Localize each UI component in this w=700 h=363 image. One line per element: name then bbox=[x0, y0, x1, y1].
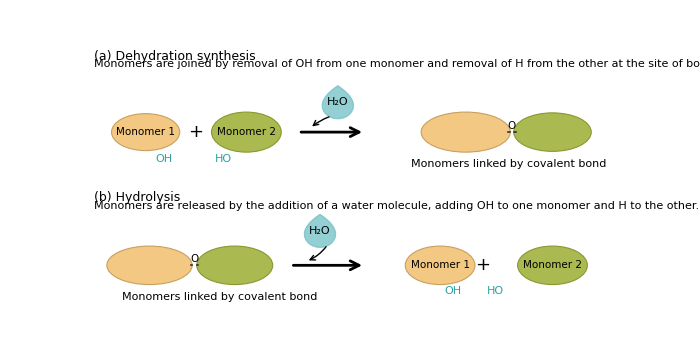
FancyArrowPatch shape bbox=[314, 117, 329, 126]
Text: O: O bbox=[190, 254, 199, 264]
Text: Monomers linked by covalent bond: Monomers linked by covalent bond bbox=[122, 291, 318, 302]
Text: H₂O: H₂O bbox=[309, 226, 331, 236]
Text: +: + bbox=[188, 123, 204, 141]
Text: H₂O: H₂O bbox=[327, 97, 349, 107]
Ellipse shape bbox=[517, 246, 587, 285]
Text: Monomers linked by covalent bond: Monomers linked by covalent bond bbox=[412, 159, 607, 169]
Text: Monomer 2: Monomer 2 bbox=[217, 127, 276, 137]
Text: HO: HO bbox=[216, 154, 232, 164]
FancyArrowPatch shape bbox=[293, 261, 359, 270]
Text: Monomer 2: Monomer 2 bbox=[523, 260, 582, 270]
Ellipse shape bbox=[197, 246, 273, 285]
Ellipse shape bbox=[421, 112, 510, 152]
Text: (b) Hydrolysis: (b) Hydrolysis bbox=[94, 191, 180, 204]
FancyArrowPatch shape bbox=[301, 128, 359, 136]
Ellipse shape bbox=[111, 114, 180, 151]
Ellipse shape bbox=[405, 246, 475, 285]
Polygon shape bbox=[322, 86, 354, 119]
Text: O: O bbox=[508, 121, 516, 131]
Text: OH: OH bbox=[444, 286, 461, 296]
Text: Monomers are joined by removal of OH from one monomer and removal of H from the : Monomers are joined by removal of OH fro… bbox=[94, 59, 700, 69]
Text: (a) Dehydration synthesis: (a) Dehydration synthesis bbox=[94, 50, 256, 63]
FancyArrowPatch shape bbox=[310, 247, 326, 260]
Text: Monomer 1: Monomer 1 bbox=[116, 127, 175, 137]
Text: Monomers are released by the addition of a water molecule, adding OH to one mono: Monomers are released by the addition of… bbox=[94, 201, 699, 211]
Text: Monomer 1: Monomer 1 bbox=[411, 260, 470, 270]
Text: OH: OH bbox=[155, 154, 172, 164]
Ellipse shape bbox=[107, 246, 192, 285]
Text: +: + bbox=[475, 256, 490, 274]
Ellipse shape bbox=[514, 113, 592, 151]
Ellipse shape bbox=[211, 112, 281, 152]
Text: HO: HO bbox=[486, 286, 504, 296]
Polygon shape bbox=[304, 215, 335, 247]
